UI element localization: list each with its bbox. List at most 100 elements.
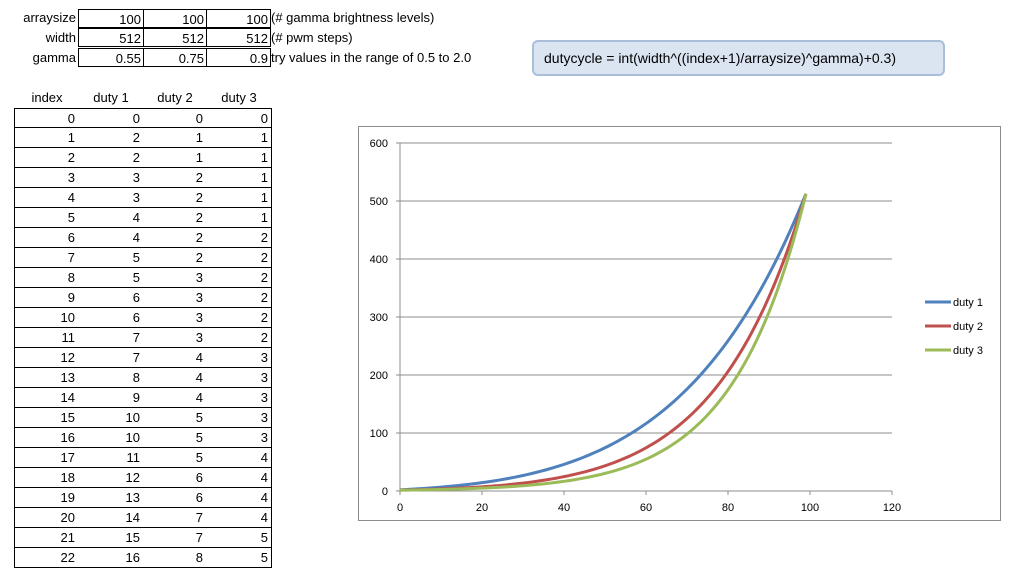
index-cell[interactable]: 22 [14,548,79,568]
index-cell[interactable]: 12 [14,348,79,368]
index-cell[interactable]: 21 [14,528,79,548]
param-cell-width-1[interactable]: 512 [78,28,144,47]
duty-1-cell[interactable]: 16 [78,548,144,568]
duty-2-cell[interactable]: 2 [143,168,207,188]
index-cell[interactable]: 8 [14,268,79,288]
index-cell[interactable]: 14 [14,388,79,408]
duty-1-cell[interactable]: 5 [78,248,144,268]
index-cell[interactable]: 5 [14,208,79,228]
duty-3-cell[interactable]: 4 [206,468,272,488]
duty-1-cell[interactable]: 2 [78,148,144,168]
duty-3-cell[interactable]: 2 [206,268,272,288]
duty-1-cell[interactable]: 5 [78,268,144,288]
duty-2-cell[interactable]: 4 [143,388,207,408]
duty-3-cell[interactable]: 2 [206,288,272,308]
index-cell[interactable]: 16 [14,428,79,448]
duty-3-cell[interactable]: 3 [206,428,272,448]
param-cell-gamma-3[interactable]: 0.9 [206,48,271,67]
duty-2-cell[interactable]: 6 [143,488,207,508]
duty-1-cell[interactable]: 3 [78,188,144,208]
index-cell[interactable]: 9 [14,288,79,308]
duty-1-cell[interactable]: 12 [78,468,144,488]
duty-1-cell[interactable]: 6 [78,288,144,308]
duty-3-cell[interactable]: 3 [206,348,272,368]
index-cell[interactable]: 10 [14,308,79,328]
duty-2-cell[interactable]: 3 [143,328,207,348]
param-cell-gamma-1[interactable]: 0.55 [78,48,144,67]
duty-2-cell[interactable]: 1 [143,148,207,168]
param-cell-width-2[interactable]: 512 [143,28,207,47]
index-cell[interactable]: 15 [14,408,79,428]
duty-1-cell[interactable]: 14 [78,508,144,528]
index-cell[interactable]: 3 [14,168,79,188]
duty-2-cell[interactable]: 0 [143,108,207,128]
duty-1-cell[interactable]: 11 [78,448,144,468]
index-cell[interactable]: 2 [14,148,79,168]
index-cell[interactable]: 6 [14,228,79,248]
duty-3-cell[interactable]: 5 [206,548,272,568]
duty-3-cell[interactable]: 1 [206,168,272,188]
duty-2-cell[interactable]: 7 [143,528,207,548]
duty-2-cell[interactable]: 5 [143,428,207,448]
duty-2-cell[interactable]: 1 [143,128,207,148]
duty-3-cell[interactable]: 4 [206,508,272,528]
duty-1-cell[interactable]: 10 [78,408,144,428]
duty-2-cell[interactable]: 3 [143,268,207,288]
chart-area[interactable]: 0 100 200 300 400 500 600 0 20 40 60 80 100 120 duty … [358,126,1001,521]
duty-1-cell[interactable]: 6 [78,308,144,328]
duty-3-cell[interactable]: 2 [206,328,272,348]
index-cell[interactable]: 17 [14,448,79,468]
duty-2-cell[interactable]: 6 [143,468,207,488]
index-cell[interactable]: 7 [14,248,79,268]
duty-1-cell[interactable]: 7 [78,328,144,348]
formula-textbox[interactable]: dutycycle = int(width^((index+1)/arraysi… [532,40,945,76]
duty-1-cell[interactable]: 9 [78,388,144,408]
index-cell[interactable]: 1 [14,128,79,148]
duty-1-cell[interactable]: 15 [78,528,144,548]
duty-3-cell[interactable]: 5 [206,528,272,548]
duty-2-cell[interactable]: 2 [143,188,207,208]
duty-3-cell[interactable]: 2 [206,308,272,328]
duty-3-cell[interactable]: 0 [206,108,272,128]
duty-1-cell[interactable]: 4 [78,208,144,228]
duty-2-cell[interactable]: 8 [143,548,207,568]
duty-1-cell[interactable]: 4 [78,228,144,248]
index-cell[interactable]: 19 [14,488,79,508]
duty-2-cell[interactable]: 2 [143,228,207,248]
duty-3-cell[interactable]: 2 [206,228,272,248]
duty-3-cell[interactable]: 3 [206,408,272,428]
duty-3-cell[interactable]: 4 [206,448,272,468]
duty-3-cell[interactable]: 3 [206,368,272,388]
duty-1-cell[interactable]: 0 [78,108,144,128]
duty-3-cell[interactable]: 2 [206,248,272,268]
param-cell-gamma-2[interactable]: 0.75 [143,48,207,67]
duty-2-cell[interactable]: 5 [143,408,207,428]
duty-3-cell[interactable]: 1 [206,188,272,208]
duty-2-cell[interactable]: 7 [143,508,207,528]
duty-2-cell[interactable]: 2 [143,248,207,268]
duty-3-cell[interactable]: 1 [206,148,272,168]
param-cell-width-3[interactable]: 512 [206,28,271,47]
duty-2-cell[interactable]: 2 [143,208,207,228]
duty-2-cell[interactable]: 4 [143,348,207,368]
param-cell-arraysize-1[interactable]: 100 [78,9,144,28]
index-cell[interactable]: 20 [14,508,79,528]
duty-2-cell[interactable]: 5 [143,448,207,468]
duty-1-cell[interactable]: 13 [78,488,144,508]
duty-1-cell[interactable]: 8 [78,368,144,388]
duty-1-cell[interactable]: 2 [78,128,144,148]
index-cell[interactable]: 0 [14,108,79,128]
index-cell[interactable]: 4 [14,188,79,208]
duty-2-cell[interactable]: 3 [143,308,207,328]
index-cell[interactable]: 18 [14,468,79,488]
index-cell[interactable]: 13 [14,368,79,388]
duty-3-cell[interactable]: 1 [206,208,272,228]
param-cell-arraysize-3[interactable]: 100 [206,9,271,28]
duty-1-cell[interactable]: 7 [78,348,144,368]
duty-3-cell[interactable]: 3 [206,388,272,408]
param-cell-arraysize-2[interactable]: 100 [143,9,207,28]
duty-1-cell[interactable]: 3 [78,168,144,188]
duty-2-cell[interactable]: 3 [143,288,207,308]
duty-3-cell[interactable]: 4 [206,488,272,508]
index-cell[interactable]: 11 [14,328,79,348]
